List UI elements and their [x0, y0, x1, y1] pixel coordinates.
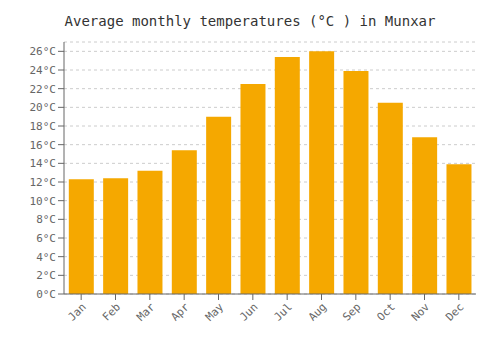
svg-text:May: May — [203, 300, 227, 324]
svg-text:18°C: 18°C — [30, 120, 57, 133]
svg-text:Sep: Sep — [340, 300, 363, 323]
html-text:Average monthly temperatures (: Average monthly temperatures (°C ) in Mu… — [64, 13, 436, 29]
svg-text:Nov: Nov — [409, 300, 433, 324]
svg-text:20°C: 20°C — [30, 101, 57, 114]
svg-text:2°C: 2°C — [36, 269, 56, 282]
svg-text:Jan: Jan — [66, 300, 89, 323]
svg-text:6°C: 6°C — [36, 232, 56, 245]
svg-text:Apr: Apr — [169, 300, 193, 324]
svg-text:22°C: 22°C — [30, 83, 57, 96]
svg-text:Dec: Dec — [443, 300, 466, 323]
svg-text:14°C: 14°C — [30, 157, 57, 170]
svg-text:16°C: 16°C — [30, 139, 57, 152]
svg-text:Aug: Aug — [306, 300, 329, 323]
svg-text:Oct: Oct — [375, 300, 398, 323]
svg-text:Jul: Jul — [272, 300, 295, 323]
svg-text:Feb: Feb — [100, 300, 123, 323]
svg-text:24°C: 24°C — [30, 64, 57, 77]
svg-text:12°C: 12°C — [30, 176, 57, 189]
svg-text:Mar: Mar — [134, 300, 158, 324]
svg-text:10°C: 10°C — [30, 195, 57, 208]
svg-text:0°C: 0°C — [36, 288, 56, 301]
svg-text:26°C: 26°C — [30, 45, 57, 58]
svg-text:8°C: 8°C — [36, 213, 56, 226]
svg-text:4°C: 4°C — [36, 251, 56, 264]
svg-text:Jun: Jun — [237, 300, 260, 323]
